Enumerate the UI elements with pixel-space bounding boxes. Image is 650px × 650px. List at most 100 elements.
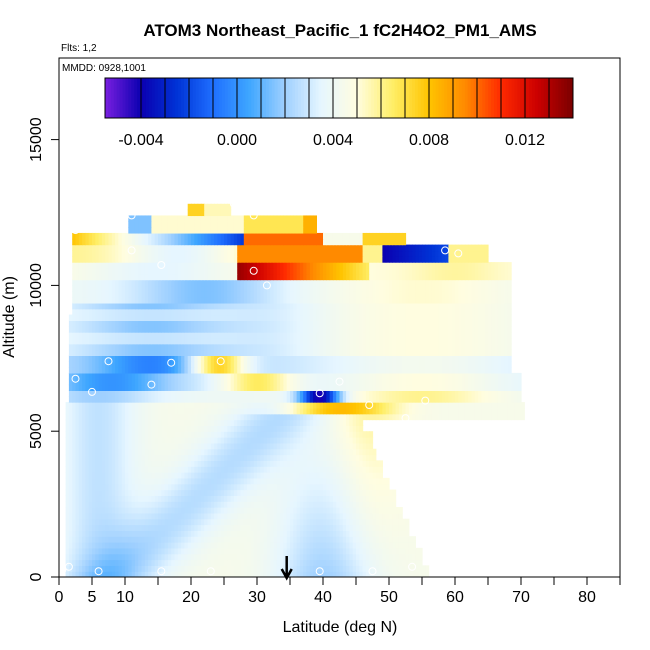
heatmap-cell [428,396,433,403]
heatmap-cell [389,559,393,566]
heatmap-cell [111,518,116,526]
heatmap-cell [501,332,506,339]
heatmap-cell [115,542,119,549]
heatmap-cell [111,512,116,520]
heatmap-cell [283,437,288,444]
heatmap-cell [134,442,139,450]
heatmap-cell [118,396,123,403]
heatmap-cell [125,477,129,485]
heatmap-cell [111,343,116,351]
heatmap-cell [266,402,271,409]
heatmap-cell [118,460,123,467]
heatmap-cell [435,413,440,421]
heatmap-cell [458,355,463,362]
heatmap-cell [141,571,146,577]
heatmap-cell [247,565,251,572]
heatmap-cell [167,326,172,333]
heatmap-cell [270,536,275,543]
heatmap-cell [92,402,96,409]
heatmap-cell [408,355,413,362]
heatmap-cell [313,326,317,333]
heatmap-cell [342,530,347,537]
heatmap-cell [299,361,304,368]
heatmap-cell [464,413,469,421]
heatmap-cell [306,437,311,444]
heatmap-cell [68,489,73,496]
heatmap-cell [108,553,113,561]
heatmap-cell [158,483,162,491]
heatmap-cell [108,483,113,491]
heatmap-cell [332,512,337,520]
heatmap-cell [382,495,387,502]
heatmap-cell [101,536,106,543]
heatmap-cell [167,332,172,339]
heatmap-cell [326,355,331,362]
heatmap-cell [352,396,357,403]
heatmap-cell [349,466,354,473]
heatmap-cell [184,442,189,450]
heatmap-cell [332,384,337,391]
heatmap-cell [270,495,275,502]
heatmap-cell [167,507,172,514]
heatmap-cell [167,402,172,409]
heatmap-cell [227,477,232,485]
heatmap-cell [290,501,294,508]
heatmap-cell [342,413,347,421]
heatmap-cell [247,367,251,374]
heatmap-cell [260,425,265,432]
heatmap-cell [484,332,489,339]
heatmap-cell [88,390,93,397]
heatmap-cell [339,454,344,461]
heatmap-cell [72,349,77,356]
heatmap-cell [167,501,172,508]
heatmap-cell [197,477,202,485]
heatmap-cell [346,349,350,356]
heatmap-cell [356,559,360,566]
heatmap-cell [161,448,166,456]
heatmap-cell [431,367,436,374]
heatmap-cell [243,483,248,491]
heatmap-cell [227,332,232,339]
heatmap-cell [164,542,169,549]
heatmap-cell [415,320,420,327]
heatmap-cell [111,507,116,514]
heatmap-cell [174,413,179,421]
heatmap-cell [359,425,364,432]
heatmap-cell [425,332,430,339]
heatmap-cell [296,524,301,531]
heatmap-cell [247,390,251,397]
heatmap-cell [257,571,261,577]
heatmap-cell [184,477,189,485]
heatmap-cell [316,530,321,537]
heatmap-cell [191,483,195,491]
heatmap-cell [151,442,156,450]
heatmap-cell [220,483,225,491]
heatmap-cell [468,349,473,356]
heatmap-cell [187,372,192,380]
heatmap-cell [280,483,284,491]
heatmap-cell [200,355,205,362]
heatmap-cell [303,466,308,473]
heatmap-cell [428,320,433,327]
heatmap-cell [346,442,350,450]
heatmap-cell [200,530,205,537]
heatmap-cell [224,518,228,526]
heatmap-cell [517,402,522,409]
heatmap-cell [451,390,456,397]
heatmap-cell [418,571,423,577]
heatmap-cell [167,460,172,467]
heatmap-cell [332,402,337,409]
heatmap-cell [177,337,182,345]
heatmap-cell [105,524,110,531]
heatmap-cell [514,402,519,409]
heatmap-cell [131,448,136,456]
heatmap-cell [253,512,258,520]
heatmap-cell [197,542,202,549]
heatmap-cell [230,425,235,432]
heatmap-cell [326,536,331,543]
heatmap-cell [204,507,209,514]
heatmap-cell [389,536,393,543]
heatmap-cell [164,355,169,362]
heatmap-cell [243,553,248,561]
heatmap-cell [118,518,123,526]
